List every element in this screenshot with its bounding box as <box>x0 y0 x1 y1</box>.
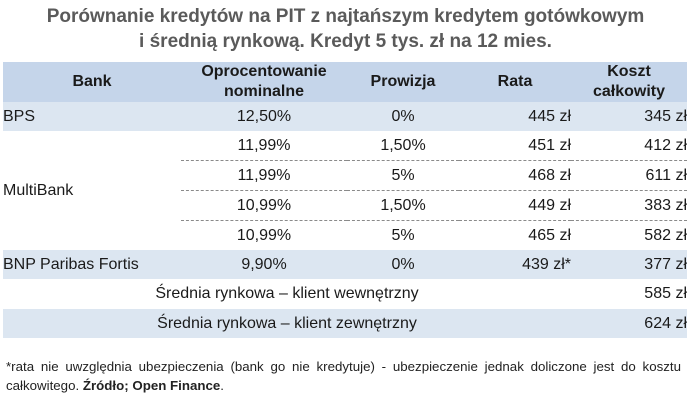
total-cost-cell: 383 zł <box>571 190 687 221</box>
commission-cell: 5% <box>347 160 459 191</box>
header-interest-line2: nominalne <box>223 83 304 100</box>
footnote: *rata nie uwzględnia ubezpieczenia (bank… <box>6 357 681 395</box>
installment-cell: 468 zł <box>459 160 571 191</box>
interest-cell: 10,99% <box>181 190 347 221</box>
interest-cell: 10,99% <box>181 220 347 250</box>
average-row-external: Średnia rynkowa – klient zewnętrzny 624 … <box>3 308 687 338</box>
table-row-multibank-1: MultiBank 11,99% 1,50% 451 zł 412 zł <box>3 131 687 250</box>
total-cost-cell: 345 zł <box>571 102 687 131</box>
interest-cell: 11,99% <box>181 131 347 161</box>
average-cost: 585 zł <box>571 279 687 309</box>
title-line-2: i średnią rynkową. Kredyt 5 tys. zł na 1… <box>139 31 552 52</box>
commission-cell: 1,50% <box>347 190 459 221</box>
total-cost-cell: 377 zł <box>571 250 687 279</box>
table-row-bnp: BNP Paribas Fortis 9,90% 0% 439 zł* 377 … <box>3 250 687 279</box>
interest-cell: 12,50% <box>181 102 347 131</box>
commission-cell: 0% <box>347 250 459 279</box>
table-row-multibank-2: 11,99% 5% 468 zł 611 zł <box>3 160 687 191</box>
footnote-end: . <box>220 378 224 393</box>
table-row-bps: BPS 12,50% 0% 445 zł 345 zł <box>3 102 687 131</box>
footnote-source: Źródło; Open Finance <box>82 378 221 393</box>
footnote-text: *rata nie uwzględnia ubezpieczenia (bank… <box>6 359 681 393</box>
average-label: Średnia rynkowa – klient zewnętrzny <box>3 308 571 338</box>
installment-cell: 465 zł <box>459 220 571 250</box>
average-cost: 624 zł <box>571 308 687 338</box>
total-cost-cell: 582 zł <box>571 220 687 250</box>
header-interest-line1: Oprocentowanie <box>201 63 327 80</box>
commission-cell: 0% <box>347 102 459 131</box>
table-row-multibank-4: 10,99% 5% 465 zł 582 zł <box>3 220 687 250</box>
installment-cell: 451 zł <box>459 131 571 161</box>
header-commission: Prowizja <box>347 62 459 102</box>
bank-name: BPS <box>3 102 181 131</box>
commission-cell: 1,50% <box>347 131 459 161</box>
interest-cell: 9,90% <box>181 250 347 279</box>
total-cost-cell: 611 zł <box>571 160 687 191</box>
table-title: Porównanie kredytów na PIT z najtańszym … <box>0 4 691 54</box>
comparison-table: Bank Oprocentowanie nominalne Prowizja R… <box>3 62 687 338</box>
title-line-1: Porównanie kredytów na PIT z najtańszym … <box>46 6 645 27</box>
commission-cell: 5% <box>347 220 459 250</box>
bank-name: BNP Paribas Fortis <box>3 250 181 279</box>
header-installment: Rata <box>459 62 571 102</box>
table-row-multibank-3: 10,99% 1,50% 449 zł 383 zł <box>3 190 687 221</box>
header-row: Bank Oprocentowanie nominalne Prowizja R… <box>3 62 687 102</box>
header-total-cost: Koszt całkowity <box>571 62 687 102</box>
total-cost-cell: 412 zł <box>571 131 687 161</box>
installment-cell: 449 zł <box>459 190 571 221</box>
header-interest: Oprocentowanie nominalne <box>181 62 347 102</box>
header-total-cost-line2: całkowity <box>592 83 666 100</box>
bank-name: MultiBank <box>3 131 181 250</box>
average-row-internal: Średnia rynkowa – klient wewnętrzny 585 … <box>3 279 687 309</box>
average-label: Średnia rynkowa – klient wewnętrzny <box>3 279 571 309</box>
header-bank: Bank <box>3 62 181 102</box>
interest-cell: 11,99% <box>181 160 347 191</box>
installment-cell: 445 zł <box>459 102 571 131</box>
header-total-cost-line1: Koszt <box>607 63 651 80</box>
installment-cell: 439 zł* <box>459 250 571 279</box>
